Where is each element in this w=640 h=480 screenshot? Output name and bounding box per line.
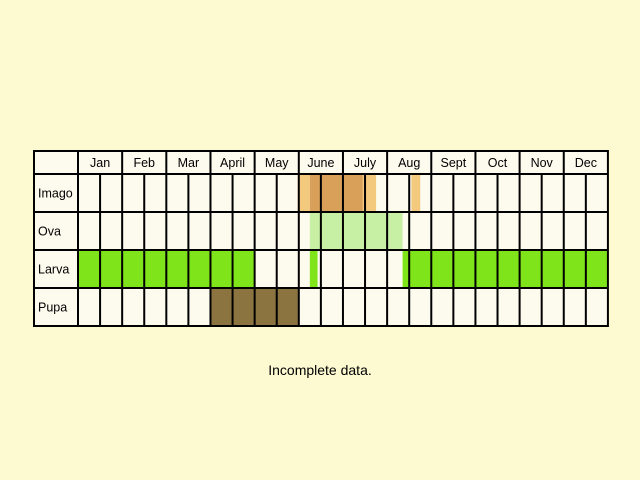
month-label-jan: Jan: [90, 156, 110, 170]
month-label-oct: Oct: [488, 156, 508, 170]
month-label-june: June: [307, 156, 334, 170]
band-larva-1: [309, 250, 318, 288]
month-label-dec: Dec: [575, 156, 597, 170]
month-label-may: May: [265, 156, 289, 170]
band-imago-1: [309, 174, 363, 212]
stage-label-pupa: Pupa: [38, 301, 67, 315]
band-imago-2: [362, 174, 377, 212]
month-label-april: April: [220, 156, 245, 170]
month-label-sept: Sept: [441, 156, 467, 170]
month-label-aug: Aug: [398, 156, 420, 170]
month-label-july: July: [354, 156, 377, 170]
band-imago-3: [411, 174, 421, 212]
band-ova-0: [309, 212, 403, 250]
stage-label-ova: Ova: [38, 225, 61, 239]
month-label-nov: Nov: [531, 156, 554, 170]
band-imago-0: [297, 174, 310, 212]
labels-layer: Jan Feb Mar April May June July Aug Sept Oct Nov De…: [38, 156, 597, 315]
month-label-mar: Mar: [178, 156, 200, 170]
stage-label-larva: Larva: [38, 263, 69, 277]
band-larva-2: [402, 250, 608, 288]
incomplete-data-note: Incomplete data.: [268, 362, 372, 378]
stage-label-imago: Imago: [38, 187, 73, 201]
grid-layer: [33, 150, 609, 327]
month-label-feb: Feb: [133, 156, 155, 170]
